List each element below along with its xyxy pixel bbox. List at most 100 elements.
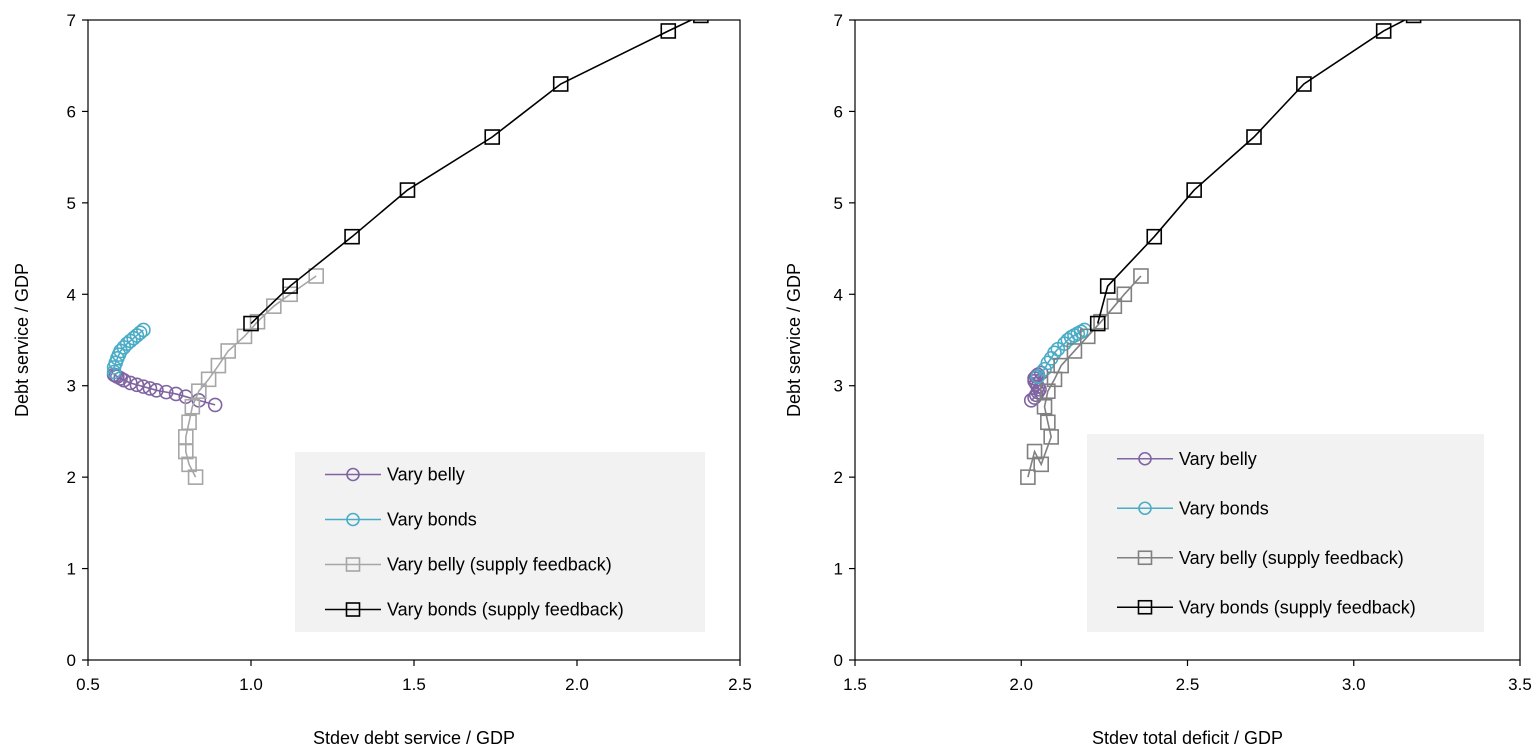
data-point <box>106 364 122 380</box>
data-point <box>1099 278 1116 294</box>
data-point <box>1089 315 1106 332</box>
x-tick-label: 2.0 <box>1009 675 1033 694</box>
legend-label: Vary bonds <box>387 510 477 530</box>
legend-label: Vary belly (supply feedback) <box>1179 548 1404 568</box>
data-point <box>210 357 227 374</box>
data-point <box>660 23 677 39</box>
legend-item: Vary bonds <box>1117 498 1269 518</box>
x-tick-label: 2.5 <box>1176 675 1200 694</box>
series-line <box>1027 275 1142 478</box>
series-line <box>250 20 694 325</box>
data-point <box>308 268 325 284</box>
y-tick-label: 5 <box>834 194 843 213</box>
y-tick-label: 2 <box>834 468 843 487</box>
data-point <box>123 375 138 391</box>
legend-label: Vary bonds (supply feedback) <box>387 600 624 620</box>
legend-item: Vary bonds (supply feedback) <box>1117 597 1416 617</box>
series-3 <box>178 268 325 485</box>
series-1 <box>1023 365 1049 408</box>
legend-item: Vary belly (supply feedback) <box>325 555 612 575</box>
legend: Vary belly Vary bonds Vary belly (supply f… <box>295 452 705 632</box>
data-point <box>552 76 569 92</box>
series-4 <box>243 20 709 332</box>
legend-box <box>1087 434 1484 632</box>
data-point <box>200 371 217 388</box>
data-point <box>1079 328 1096 345</box>
data-point <box>158 384 174 400</box>
legend-item: Vary bonds <box>325 510 477 530</box>
data-point <box>1146 228 1163 245</box>
data-point <box>1405 20 1422 24</box>
legend-item: Vary belly (supply feedback) <box>1117 548 1404 568</box>
data-point <box>129 377 145 393</box>
data-point <box>1036 398 1053 415</box>
x-axis-label: Stdev debt service / GDP <box>313 728 515 748</box>
y-tick-label: 6 <box>834 102 843 121</box>
legend-label: Vary bonds (supply feedback) <box>1179 597 1416 617</box>
x-tick-label: 2.5 <box>728 675 752 694</box>
data-point <box>136 322 151 338</box>
y-tick-label: 0 <box>834 651 843 670</box>
legend-label: Vary belly <box>387 465 465 485</box>
legend-marker <box>1138 501 1152 516</box>
data-point <box>1296 76 1312 92</box>
x-tick-label: 1.5 <box>843 675 867 694</box>
data-point <box>282 278 298 294</box>
y-tick-label: 3 <box>834 377 843 396</box>
y-axis-label: Debt service / GDP <box>12 263 32 417</box>
series-line <box>1096 20 1407 324</box>
x-tick-label: 2.0 <box>565 675 589 694</box>
data-point <box>1106 298 1123 314</box>
y-tick-label: 2 <box>67 468 76 487</box>
y-tick-label: 7 <box>67 11 76 30</box>
y-axis-label: Debt service / GDP <box>784 263 804 417</box>
series-line <box>185 275 317 478</box>
data-point <box>1033 456 1049 473</box>
data-point <box>1020 469 1036 485</box>
data-point <box>399 182 416 198</box>
data-point <box>168 386 184 402</box>
data-point <box>1093 313 1109 330</box>
y-tick-label: 0 <box>67 651 76 670</box>
data-point <box>344 228 360 245</box>
x-tick-label: 1.5 <box>402 675 426 694</box>
legend-marker <box>345 557 361 572</box>
chart-1: 0 1 2 3 4 5 6 7 0.5 1.0 1.5 2.0 2.5 Stdev debt servic… <box>12 11 752 748</box>
data-point <box>136 379 151 394</box>
series-1 <box>106 367 223 413</box>
x-tick-label: 3.5 <box>1508 675 1532 694</box>
y-tick-label: 3 <box>67 377 76 396</box>
data-point <box>1030 384 1046 400</box>
data-point <box>1246 129 1262 145</box>
legend-label: Vary belly (supply feedback) <box>387 555 612 575</box>
legend-item: Vary bonds (supply feedback) <box>325 600 624 620</box>
legend-label: Vary bonds <box>1179 498 1269 518</box>
data-point <box>243 315 259 332</box>
legend: Vary belly Vary bonds Vary belly (supply f… <box>1087 434 1484 632</box>
y-tick-label: 4 <box>834 285 843 304</box>
data-point <box>181 456 197 473</box>
legend-marker <box>345 602 361 617</box>
legend-label: Vary belly <box>1179 449 1257 469</box>
legend-marker <box>1137 599 1153 615</box>
x-tick-label: 0.5 <box>76 675 100 694</box>
data-point <box>184 398 201 415</box>
y-tick-label: 6 <box>67 102 76 121</box>
data-point <box>1053 357 1069 374</box>
legend-box <box>295 452 705 632</box>
data-point <box>142 381 158 396</box>
data-point <box>149 382 164 398</box>
data-point <box>191 383 207 400</box>
series-layer <box>106 20 709 485</box>
legend-marker <box>1137 550 1153 566</box>
data-point <box>1375 23 1392 39</box>
y-tick-label: 7 <box>834 11 843 30</box>
data-point <box>484 129 501 145</box>
data-point <box>1116 286 1133 303</box>
y-tick-label: 5 <box>67 194 76 213</box>
x-axis-label: Stdev total deficit / GDP <box>1092 728 1283 748</box>
data-point <box>181 414 197 431</box>
series-2 <box>106 322 151 380</box>
data-point <box>132 325 148 340</box>
